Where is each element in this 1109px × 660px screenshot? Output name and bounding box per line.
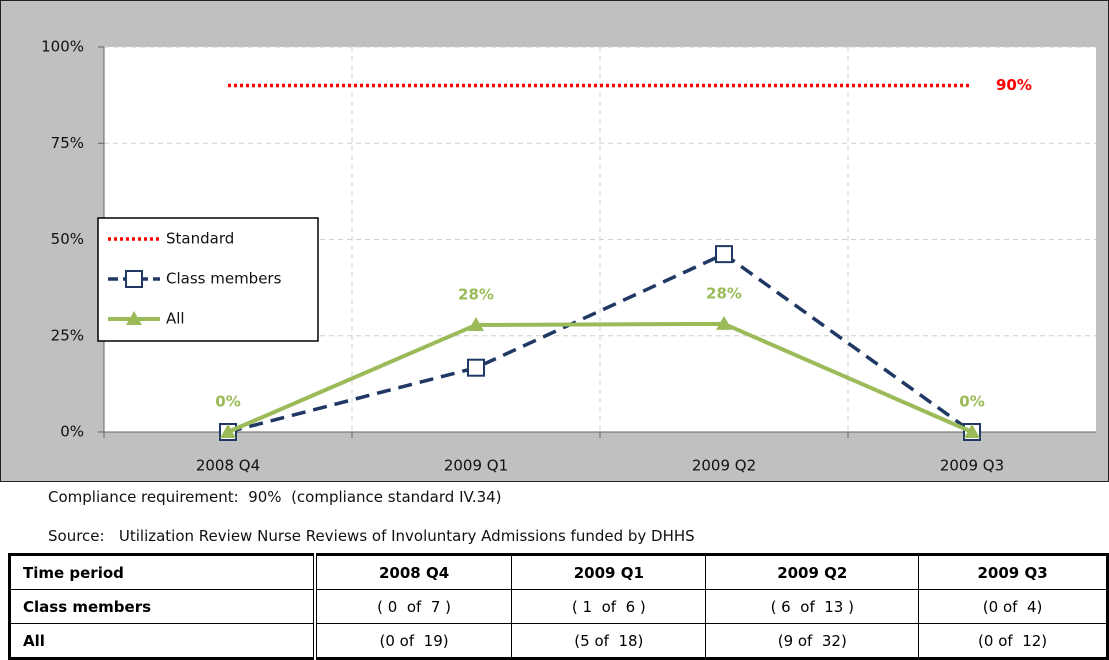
table-cell: (0 of 19): [314, 623, 513, 659]
table-cell: (0 of 4): [918, 589, 1108, 624]
marker-triangle: [468, 316, 484, 331]
y-tick-label: 25%: [51, 326, 84, 344]
y-tick-label: 75%: [51, 134, 84, 152]
table-cell: Class members: [8, 589, 317, 624]
marker-triangle: [964, 424, 980, 438]
table-cell: (0 of 12): [918, 623, 1108, 659]
data-label: 28%: [458, 285, 494, 303]
table-cell: Time period: [8, 554, 317, 590]
y-tick-label: 50%: [51, 230, 84, 248]
data-label: 0%: [959, 393, 984, 411]
note: Compliance requirement: 90% (compliance …: [48, 488, 502, 506]
marker-triangle: [716, 315, 732, 330]
note: Source: Utilization Review Nurse Reviews…: [48, 527, 695, 545]
marker-triangle: [220, 424, 236, 438]
table-cell: ( 0 of 7 ): [314, 589, 513, 624]
table-cell: 2008 Q4: [314, 554, 513, 590]
table-cell: 2009 Q3: [918, 554, 1108, 590]
marker-square: [467, 358, 485, 377]
table-row: All (0 of 19) (5 of 18) (9 of 32) (0 of 12): [8, 623, 1108, 659]
x-tick-label: 2009 Q3: [940, 457, 1004, 475]
legend-label: Class members: [166, 270, 282, 288]
y-tick-label: 0%: [60, 423, 84, 441]
marker-square: [125, 270, 143, 288]
table-cell: 2009 Q1: [511, 554, 707, 590]
data-label: 28%: [706, 284, 742, 302]
marker-triangle: [126, 311, 142, 325]
table-cell: ( 6 of 13 ): [705, 589, 920, 624]
table-cell: (5 of 18): [511, 623, 707, 659]
chart: 0% 25% 50% 75% 100% 2008 Q4 2009 Q1 2009 Q2 2009…: [0, 0, 1109, 482]
y-tick-label: 100%: [41, 38, 84, 56]
data-label: 0%: [215, 393, 240, 411]
table-cell: (9 of 32): [705, 623, 920, 659]
legend-label: All: [166, 310, 185, 328]
table-row: Time period 2008 Q4 2009 Q1 2009 Q2 2009 Q3: [8, 554, 1108, 590]
marker-square: [715, 245, 733, 264]
x-tick-label: 2009 Q2: [692, 457, 756, 475]
table-cell: All: [8, 623, 317, 659]
x-tick-label: 2009 Q1: [444, 457, 508, 475]
table-row: Class members( 0 of 7 )( 1 of 6 )( 6 of …: [8, 589, 1108, 624]
table-cell: 2009 Q2: [705, 554, 920, 590]
x-tick-label: 2008 Q4: [196, 457, 260, 475]
series-line: [227, 321, 973, 434]
legend-label: Standard: [166, 230, 234, 248]
table-cell: ( 1 of 6 ): [511, 589, 707, 624]
data-table: Time period 2008 Q4 2009 Q1 2009 Q2 2009 Q3 C…: [8, 553, 1109, 660]
data-label: 90%: [996, 76, 1032, 94]
